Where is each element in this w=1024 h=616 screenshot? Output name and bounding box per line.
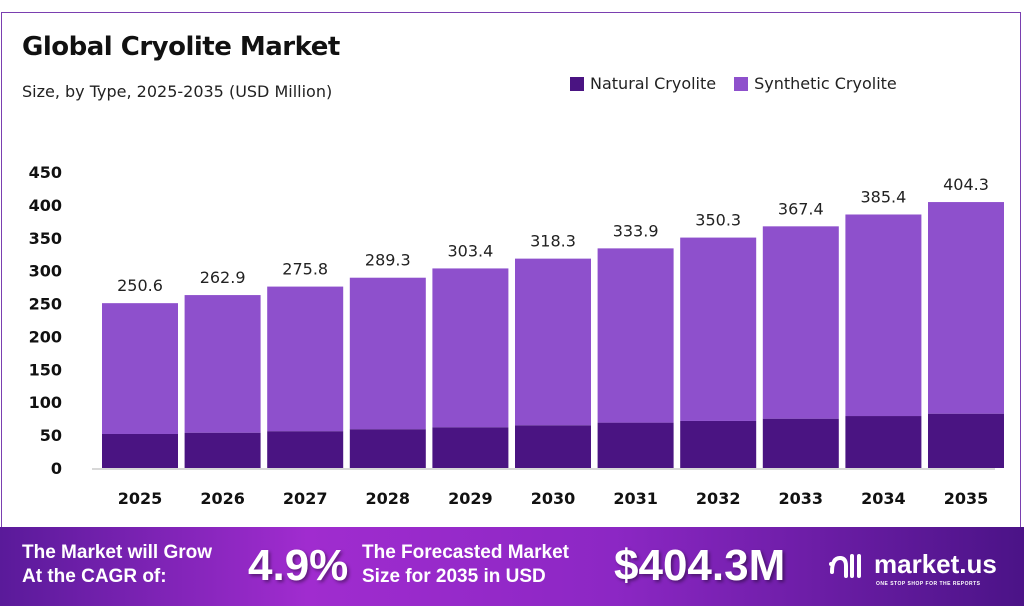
forecast-label-line1: The Forecasted Market — [362, 542, 569, 563]
bar-natural-2032 — [680, 420, 757, 468]
y-tick-label: 150 — [29, 360, 62, 379]
y-tick-label: 100 — [29, 393, 62, 412]
bar-synthetic-2030 — [515, 258, 591, 426]
bar-natural-2035 — [928, 413, 1004, 468]
bar-chart: 0 50 100 150 200 250 300 350 400 450 250.6 2025 262.… — [29, 163, 1004, 508]
bar-natural-2034 — [845, 416, 922, 468]
bar-synthetic-2025 — [102, 303, 178, 434]
data-label-2031: 333.9 — [613, 221, 659, 240]
bar-natural-2027 — [267, 431, 344, 468]
bar-synthetic-2035 — [928, 202, 1004, 414]
data-label-2027: 275.8 — [282, 260, 328, 279]
bar-natural-2030 — [515, 425, 591, 468]
y-tick-label: 200 — [29, 327, 62, 346]
bar-natural-2028 — [349, 429, 426, 468]
bar-synthetic-2026 — [184, 295, 261, 433]
bar-synthetic-2033 — [762, 226, 839, 419]
bar-synthetic-2034 — [845, 214, 922, 417]
marketus-logo: market.us ONE STOP SHOP FOR THE REPORTS — [828, 549, 997, 587]
x-tick-label: 2027 — [283, 489, 328, 508]
cagr-value: 4.9% — [248, 541, 349, 590]
data-label-2026: 262.9 — [200, 268, 246, 287]
bar-synthetic-2027 — [267, 286, 344, 432]
cagr-label-line2: At the CAGR of: — [22, 566, 167, 587]
y-tick-label: 400 — [29, 196, 62, 215]
chart-title: Global Cryolite Market — [22, 32, 340, 62]
forecast-label: The Forecasted Market Size for 2035 in U… — [362, 541, 569, 589]
y-tick-label: 350 — [29, 229, 62, 248]
data-label-2025: 250.6 — [117, 276, 163, 295]
x-tick-label: 2031 — [613, 489, 658, 508]
chart-subtitle: Size, by Type, 2025-2035 (USD Million) — [22, 82, 333, 101]
x-tick-label: 2028 — [366, 489, 411, 508]
legend: Natural Cryolite Synthetic Cryolite — [570, 74, 897, 93]
cagr-label: The Market will Grow At the CAGR of: — [22, 541, 212, 589]
x-tick-label: 2030 — [531, 489, 576, 508]
data-label-2033: 367.4 — [778, 199, 824, 218]
bar-natural-2031 — [597, 422, 674, 468]
legend-label-natural: Natural Cryolite — [590, 74, 717, 93]
data-label-2032: 350.3 — [695, 211, 741, 230]
x-tick-label: 2033 — [779, 489, 824, 508]
bar-natural-2029 — [432, 427, 509, 468]
legend-item-synthetic: Synthetic Cryolite — [734, 74, 897, 93]
forecast-value: $404.3M — [614, 541, 786, 590]
x-tick-label: 2029 — [448, 489, 493, 508]
y-tick-label: 0 — [51, 459, 62, 478]
y-tick-label: 300 — [29, 262, 62, 281]
legend-item-natural: Natural Cryolite — [570, 74, 716, 93]
data-label-2028: 289.3 — [365, 251, 411, 270]
bar-synthetic-2031 — [597, 248, 674, 423]
forecast-label-line2: Size for 2035 in USD — [362, 566, 546, 587]
y-tick-label: 250 — [29, 295, 62, 314]
x-tick-label: 2035 — [944, 489, 989, 508]
bar-natural-2025 — [102, 433, 178, 468]
data-label-2034: 385.4 — [860, 187, 906, 206]
bar-natural-2026 — [184, 432, 261, 468]
cagr-label-line1: The Market will Grow — [22, 542, 213, 563]
bar-synthetic-2029 — [432, 268, 509, 428]
x-tick-label: 2025 — [118, 489, 163, 508]
bar-natural-2033 — [762, 418, 839, 468]
y-tick-label: 50 — [40, 426, 62, 445]
legend-swatch-synthetic — [734, 76, 749, 91]
x-tick-label: 2026 — [200, 489, 245, 508]
summary-banner: The Market will Grow At the CAGR of: 4.9… — [0, 527, 1024, 606]
data-label-2029: 303.4 — [447, 241, 493, 260]
data-label-2035: 404.3 — [943, 175, 989, 194]
legend-label-synthetic: Synthetic Cryolite — [754, 74, 897, 93]
logo-tagline: ONE STOP SHOP FOR THE REPORTS — [876, 581, 981, 587]
data-label-2030: 318.3 — [530, 232, 576, 251]
bar-synthetic-2032 — [680, 237, 757, 421]
logo-text: market.us — [874, 549, 997, 579]
logo-icon — [829, 553, 861, 578]
x-tick-label: 2034 — [861, 489, 906, 508]
x-tick-label: 2032 — [696, 489, 741, 508]
y-tick-label: 450 — [29, 163, 62, 182]
bar-synthetic-2028 — [349, 277, 426, 430]
legend-swatch-natural — [570, 76, 584, 91]
